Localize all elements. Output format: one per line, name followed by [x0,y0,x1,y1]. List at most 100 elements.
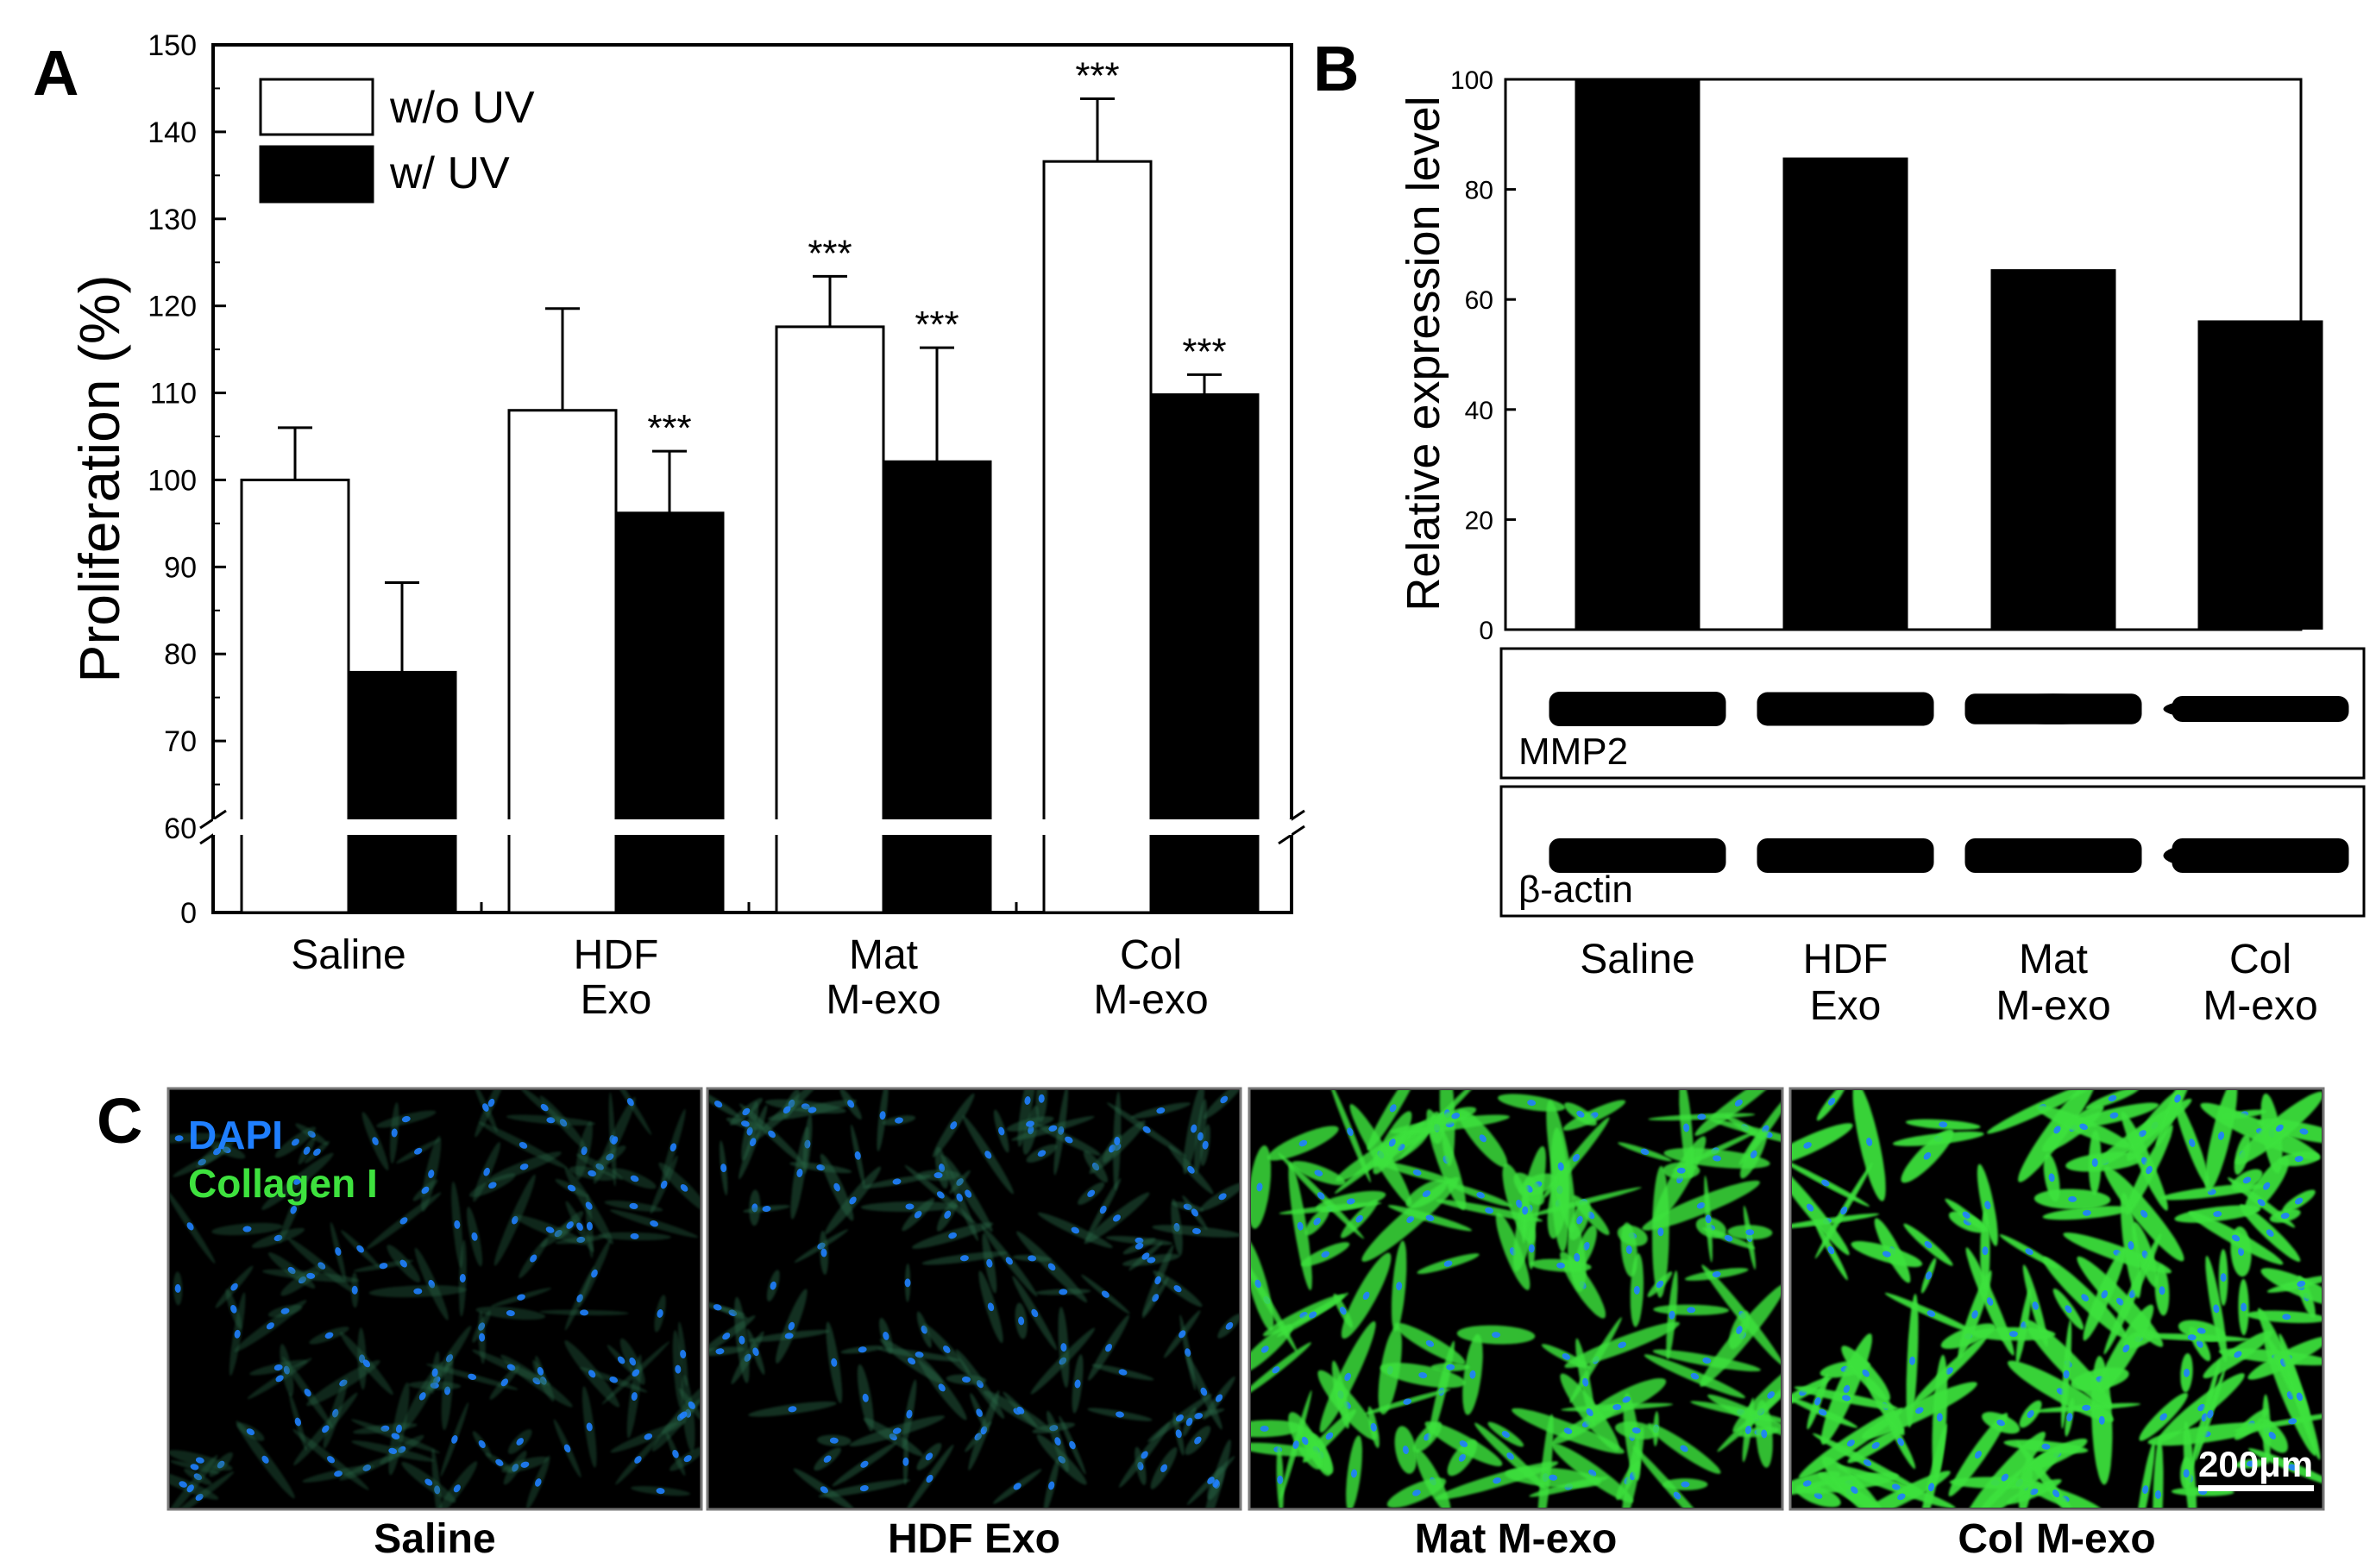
cell-nucleus [1736,1326,1743,1334]
cell-nucleus [936,1191,945,1199]
panel-a-y-tick-label: 90 [164,551,197,584]
panel-a-category-label: Exo [581,977,652,1023]
cell-nucleus [1147,1257,1156,1264]
cell-nucleus [2098,1415,2105,1425]
cell-nucleus [2282,1314,2291,1320]
significance-mark: *** [1182,330,1226,373]
cell-nucleus [421,1186,430,1195]
cell-nucleus [2174,1094,2181,1103]
cell-nucleus [1625,1245,1632,1254]
cell-nucleus [2109,1112,2119,1119]
cell-nucleus [1724,1235,1733,1242]
panel-a-y-tick-label: 130 [148,204,197,236]
cell-nucleus [280,1308,290,1314]
bar-w-o-uv-mat-m-exo [775,325,885,914]
cell-nucleus [1344,1372,1351,1382]
cell-nucleus [849,1196,857,1205]
fluorescence-image-mat-m-exo [1248,1087,1784,1511]
cell-nucleus [540,1103,549,1112]
cell-nucleus [2213,1304,2220,1314]
cell-nucleus [1339,1307,1347,1315]
cell-nucleus [680,1184,688,1192]
cell-nucleus [1923,1151,1932,1160]
panel-b-category-label: Exo [1810,983,1882,1029]
cell-nucleus [1549,1474,1558,1481]
cell-nucleus [879,1111,886,1120]
cell-nucleus [1871,1441,1880,1449]
cell-nucleus [1640,1148,1650,1156]
cell-nucleus [675,1364,682,1374]
cell-nucleus [2001,1473,2009,1482]
cell-nucleus [1925,1271,1933,1280]
cell-nucleus [1702,1357,1712,1364]
cell-nucleus [1574,1252,1581,1262]
cell-nucleus [1971,1310,1978,1319]
cell-nucleus [1563,1427,1573,1434]
fluorescence-image-hdf-exo [706,1087,1242,1511]
cell-nucleus [1818,1408,1827,1416]
cell-nucleus [2041,1443,2051,1450]
cell-nucleus [1412,1490,1421,1496]
cell-nucleus [860,1460,869,1468]
cell-nucleus [1314,1170,1323,1176]
cell-nucleus [2288,1464,2297,1471]
panel-b-bar-chart: Relative expression level 0 20 40 60 80 100 M… [1398,66,2366,1029]
cell-nucleus [1297,1221,1304,1231]
cell-nucleus [1443,1260,1453,1267]
cell-nucleus [179,1481,187,1488]
cell-nucleus [914,1210,922,1219]
cell-nucleus [1806,1203,1814,1212]
cell-nucleus [1347,1127,1354,1137]
cell-nucleus [372,1137,379,1145]
cell-nucleus [1516,1199,1523,1208]
cell-nucleus [892,1178,902,1185]
cell-nucleus [858,1346,867,1353]
cell-nucleus [174,1283,181,1293]
bar-w-o-uv-col-m-exo [1042,160,1153,914]
cell-nucleus [2066,1413,2073,1422]
cell-nucleus [1254,1279,1261,1289]
cell-nucleus [1803,1142,1812,1149]
cell-nucleus [1016,1406,1025,1414]
cell-nucleus [626,1098,634,1107]
cell-nucleus [630,1175,639,1182]
cell-nucleus [831,1358,838,1367]
cell-nucleus [2091,1158,2098,1168]
panel-a-y-tick-label: 140 [148,116,197,149]
cell-nucleus [1927,1483,1935,1492]
cell-nucleus [1037,1150,1047,1157]
cell-nucleus [1866,1138,1873,1146]
cell-nucleus [933,1172,943,1179]
cell-nucleus [1690,1372,1700,1380]
cell-nucleus [1118,1369,1128,1376]
cell-nucleus [1863,1459,1872,1466]
panel-a-category-label: M-exo [1093,977,1208,1023]
cell-nucleus [2220,1273,2227,1283]
cell-nucleus [2275,1124,2284,1132]
cell-nucleus [1105,1343,1113,1352]
cell-nucleus [334,1471,343,1477]
cell-nucleus [588,1170,597,1177]
cell-nucleus [2048,1173,2055,1182]
cell-nucleus [324,1332,334,1339]
cell-nucleus [784,1333,794,1339]
cell-nucleus [418,1392,426,1401]
cell-nucleus [683,1455,692,1463]
cell-nucleus [739,1335,745,1345]
cell-nucleus [1673,1491,1681,1500]
cell-nucleus [1018,1316,1025,1326]
cell-nucleus [327,1456,335,1464]
cell-nucleus [1074,1379,1081,1389]
panel-a-category-label: M-exo [826,977,940,1023]
cell-nucleus [2159,1413,2168,1421]
bar-w-uv-saline [347,670,457,914]
cell-nucleus [1681,1481,1690,1488]
cell-nucleus [1556,1262,1566,1269]
cell-nucleus [266,1322,274,1330]
cell-nucleus [1396,1282,1403,1291]
cell-nucleus [986,1258,993,1268]
cell-nucleus [2246,1460,2255,1467]
cell-nucleus [294,1417,302,1427]
cell-nucleus [2187,1334,2197,1341]
significance-mark: *** [915,304,959,346]
